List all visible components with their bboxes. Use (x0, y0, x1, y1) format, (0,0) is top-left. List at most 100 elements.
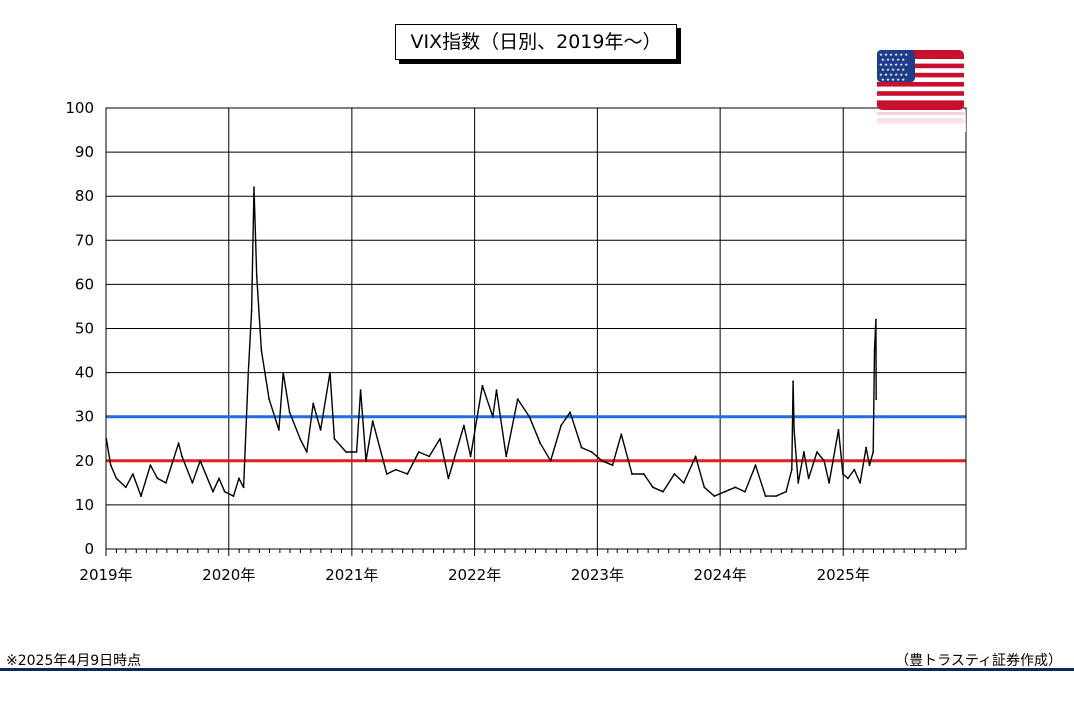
y-tick-label: 80 (75, 187, 94, 205)
data-point (673, 473, 676, 475)
x-tick-label: 2021年 (325, 566, 378, 584)
y-tick-label: 90 (75, 143, 94, 161)
data-point (109, 464, 112, 467)
data-point (775, 495, 777, 497)
data-point (859, 482, 861, 484)
data-point (495, 389, 498, 392)
x-tick-label: 2025年 (817, 566, 870, 584)
data-point (299, 437, 301, 440)
data-point (199, 459, 202, 462)
data-point (255, 274, 258, 277)
reference-lines (106, 415, 966, 463)
data-point (847, 477, 849, 480)
y-tick-label: 10 (75, 496, 94, 514)
data-point (611, 464, 614, 467)
data-point (385, 473, 388, 475)
data-point (439, 437, 441, 440)
data-point (754, 464, 757, 467)
data-point (365, 459, 367, 462)
svg-text:★ ★ ★ ★ ★: ★ ★ ★ ★ ★ (881, 57, 905, 62)
data-point (764, 495, 767, 497)
data-point (828, 482, 830, 484)
y-tick-label: 60 (75, 275, 94, 293)
data-point (491, 415, 494, 418)
y-tick-label: 0 (84, 540, 94, 558)
data-point (682, 482, 685, 484)
data-point (319, 429, 322, 431)
x-tick-label: 2022年 (448, 566, 501, 584)
minor-ticks (105, 549, 957, 556)
y-tick-label: 20 (75, 452, 94, 470)
data-point (132, 473, 134, 475)
data-point (837, 429, 840, 431)
series-layer (105, 186, 878, 497)
data-point (793, 429, 795, 431)
data-point (528, 415, 531, 418)
data-point (539, 442, 542, 445)
data-point (823, 459, 825, 462)
data-point (560, 424, 562, 427)
data-point (212, 490, 214, 493)
x-tick-label: 2024年 (694, 566, 747, 584)
data-point (744, 490, 746, 493)
data-point (875, 318, 877, 321)
data-point (268, 398, 270, 400)
data-point (734, 486, 737, 489)
y-tick-label: 50 (75, 320, 94, 338)
data-point (371, 420, 374, 422)
data-point (278, 429, 280, 431)
data-point (124, 486, 127, 489)
data-point (803, 451, 805, 453)
data-point (305, 451, 308, 453)
data-point (601, 459, 603, 462)
data-point (181, 455, 183, 458)
data-point (232, 495, 235, 497)
data-point (428, 455, 431, 458)
data-point (807, 477, 810, 480)
data-point (703, 486, 706, 489)
data-point (333, 437, 336, 440)
y-tick-label: 70 (75, 231, 94, 249)
svg-text:★ ★ ★ ★ ★ ★: ★ ★ ★ ★ ★ ★ (879, 52, 908, 57)
data-point (345, 451, 347, 453)
data-point (247, 371, 250, 374)
data-point (792, 380, 794, 383)
us-flag-icon: ★ ★ ★ ★ ★ ★ ★ ★ ★ ★ ★ ★ ★ ★ ★ ★ ★ ★ ★ ★ … (876, 50, 966, 132)
data-point (191, 482, 194, 484)
data-point (253, 186, 255, 189)
data-point (165, 482, 167, 484)
x-tick-label: 2019年 (79, 566, 132, 584)
y-axis-ticks: 0 10 20 30 40 50 60 70 80 90 100 (65, 99, 94, 558)
data-point (868, 464, 871, 467)
data-point (652, 486, 654, 489)
grid (106, 107, 966, 550)
data-point (282, 371, 285, 374)
data-point (662, 490, 664, 493)
data-point (580, 446, 583, 449)
data-point (875, 398, 878, 400)
data-point (447, 477, 450, 480)
data-point (312, 402, 315, 405)
data-point (329, 371, 331, 374)
data-point (250, 310, 253, 312)
y-tick-label: 40 (75, 364, 94, 382)
svg-text:★ ★ ★ ★ ★ ★: ★ ★ ★ ★ ★ ★ (879, 62, 908, 67)
x-axis-ticks: 2019年 2020年 2021年 2022年 2023年 2024年 2025年 (79, 566, 869, 584)
data-point (149, 464, 152, 467)
data-point (288, 411, 291, 414)
data-point (642, 473, 645, 475)
data-point (785, 490, 787, 493)
data-point (631, 473, 633, 475)
series-0 (105, 186, 878, 497)
data-point (481, 384, 484, 387)
svg-text:★ ★ ★ ★ ★ ★: ★ ★ ★ ★ ★ ★ (879, 72, 908, 77)
data-point (724, 490, 726, 493)
data-point (713, 495, 716, 497)
data-point (140, 495, 142, 497)
svg-text:★ ★ ★ ★ ★: ★ ★ ★ ★ ★ (881, 77, 905, 82)
x-tick-label: 2023年 (571, 566, 624, 584)
data-point (395, 468, 397, 471)
y-tick-label: 30 (75, 408, 94, 426)
series-line (105, 186, 877, 497)
